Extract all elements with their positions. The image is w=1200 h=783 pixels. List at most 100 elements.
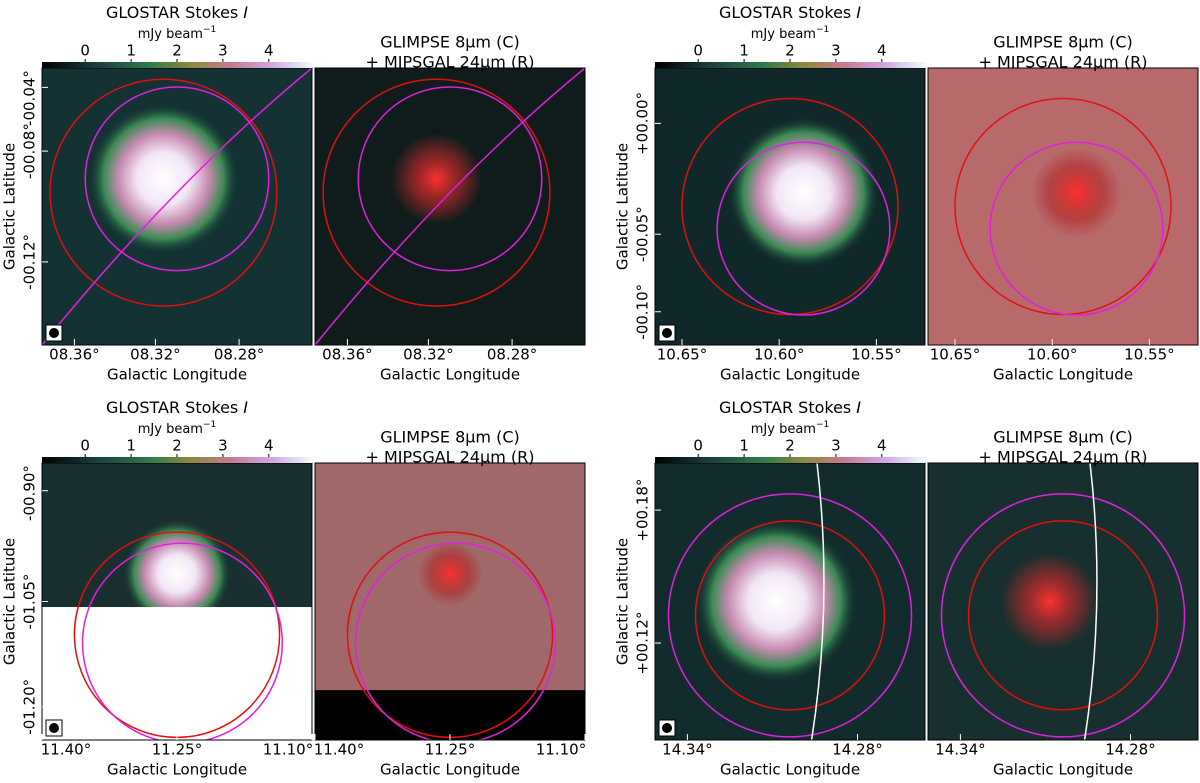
x-tick-label: 11.40°: [41, 741, 91, 759]
right-title: + MIPSGAL 24μm (R): [366, 53, 535, 72]
red-circle: [322, 78, 551, 307]
title-text: GLOSTAR Stokes: [106, 398, 238, 417]
radio-image: [655, 463, 925, 740]
panel: 0 1 2 3 4 mJy beam−1 GLOSTAR Stokes I GLIMPSE 8μ…: [1, 3, 586, 384]
x-axis-label: Galactic Longitude: [380, 761, 520, 779]
red-circle: [49, 78, 278, 307]
colorbar-tick-label: 1: [739, 42, 749, 60]
mosaic-edge: [315, 690, 585, 740]
x-tick-label: 10.60°: [754, 346, 804, 364]
colorbar-tick-label: 2: [172, 437, 182, 455]
unit: mJy beam: [138, 27, 203, 42]
y-tick-label: -00.12°: [21, 234, 39, 290]
title-symbol: I: [856, 3, 861, 22]
colorbar-label: mJy beam−1: [138, 25, 216, 42]
colorbar: [655, 62, 925, 68]
image-frame: [927, 462, 1199, 741]
x-tick-label: 10.60°: [1027, 346, 1077, 364]
colorbar-tick-label: 0: [693, 437, 703, 455]
colorbar: [42, 62, 312, 68]
x-tick-label: 08.28°: [214, 346, 264, 364]
magenta-circle: [357, 86, 543, 272]
title-symbol: I: [243, 398, 248, 417]
dust-emission: [1031, 147, 1122, 239]
image-frame: [314, 67, 586, 346]
magenta-arc: [42, 68, 312, 345]
y-tick-label: -01.20°: [21, 679, 39, 735]
exponent: −1: [203, 420, 216, 430]
x-tick-label: 11.25°: [425, 741, 475, 759]
dust-emission: [391, 133, 482, 225]
panel: 0 1 2 3 4 mJy beam−1 GLOSTAR Stokes I GLIMPSE 8μ…: [614, 3, 1199, 384]
magenta-circle: [84, 86, 270, 272]
panel: 0 1 2 3 4 mJy beam−1 GLOSTAR Stokes I GLIMPSE 8μ…: [614, 398, 1199, 779]
dust-emission: [417, 541, 483, 607]
red-circle: [967, 520, 1159, 711]
right-title: + MIPSGAL 24μm (R): [366, 448, 535, 467]
x-axis-label: Galactic Longitude: [107, 366, 247, 384]
magenta-circle: [81, 542, 284, 740]
colorbar-tick-label: 4: [264, 437, 274, 455]
left-title: GLOSTAR Stokes I: [106, 398, 248, 417]
emission: [695, 520, 858, 683]
x-tick-label: 10.55°: [851, 346, 901, 364]
magenta-circle: [989, 141, 1164, 316]
y-tick-label: -00.05°: [634, 206, 652, 262]
colorbar-tick-label: 2: [172, 42, 182, 60]
x-tick-label: 11.10°: [263, 741, 313, 759]
colorbar: [655, 457, 925, 463]
x-tick-label: 11.40°: [314, 741, 364, 759]
colorbar-label: mJy beam−1: [751, 420, 829, 437]
title-symbol: I: [243, 3, 248, 22]
right-title: GLIMPSE 8μm (C): [380, 33, 520, 52]
right-title: + MIPSGAL 24μm (R): [979, 448, 1148, 467]
colorbar-tick-label: 1: [739, 437, 749, 455]
colorbar-tick-label: 4: [877, 437, 887, 455]
y-axis-label: Galactic Latitude: [1, 143, 19, 270]
unit: mJy beam: [751, 27, 816, 42]
y-axis-label: Galactic Latitude: [1, 538, 19, 665]
y-axis-label: Galactic Latitude: [614, 538, 632, 665]
y-tick-label: +00.18°: [634, 479, 652, 542]
exponent: −1: [816, 25, 829, 35]
emission: [123, 519, 231, 628]
colorbar-tick-label: 2: [785, 437, 795, 455]
title-text: GLOSTAR Stokes: [719, 3, 851, 22]
radio-image: [42, 68, 312, 345]
x-tick-label: 08.36°: [322, 346, 372, 364]
unit: mJy beam: [138, 422, 203, 437]
radio-image: [655, 68, 925, 345]
right-title: GLIMPSE 8μm (C): [993, 428, 1133, 447]
x-tick-label: 14.34°: [662, 741, 712, 759]
x-tick-label: 08.32°: [403, 346, 453, 364]
magenta-circle: [940, 493, 1186, 738]
magenta-circle: [354, 542, 557, 740]
image-frame: [927, 67, 1199, 346]
y-tick-label: -01.05°: [21, 574, 39, 630]
y-tick-label: -00.10°: [634, 284, 652, 340]
unit: mJy beam: [751, 422, 816, 437]
title-symbol: I: [856, 398, 861, 417]
x-axis-label: Galactic Longitude: [720, 366, 860, 384]
colorbar-tick-label: 1: [126, 42, 136, 60]
colorbar-tick-label: 3: [218, 437, 228, 455]
title-text: GLOSTAR Stokes: [719, 398, 851, 417]
x-tick-label: 14.34°: [935, 741, 985, 759]
x-tick-label: 10.65°: [657, 346, 707, 364]
x-tick-label: 11.25°: [152, 741, 202, 759]
colorbar-tick-label: 0: [80, 437, 90, 455]
colorbar-tick-label: 4: [877, 42, 887, 60]
ir-image: [928, 68, 1198, 345]
colorbar-tick-label: 2: [785, 42, 795, 60]
x-tick-label: 08.32°: [130, 346, 180, 364]
radio-image: [42, 463, 312, 740]
x-axis-label: Galactic Longitude: [720, 761, 860, 779]
colorbar-tick-label: 1: [126, 437, 136, 455]
colorbar-label: mJy beam−1: [751, 25, 829, 42]
x-tick-label: 14.28°: [832, 741, 882, 759]
y-tick-label: +00.12°: [634, 612, 652, 675]
x-axis-label: Galactic Longitude: [107, 761, 247, 779]
panel: 0 1 2 3 4 mJy beam−1 GLOSTAR Stokes I GLIMPSE 8μ…: [1, 398, 587, 779]
ir-image: [928, 463, 1198, 740]
